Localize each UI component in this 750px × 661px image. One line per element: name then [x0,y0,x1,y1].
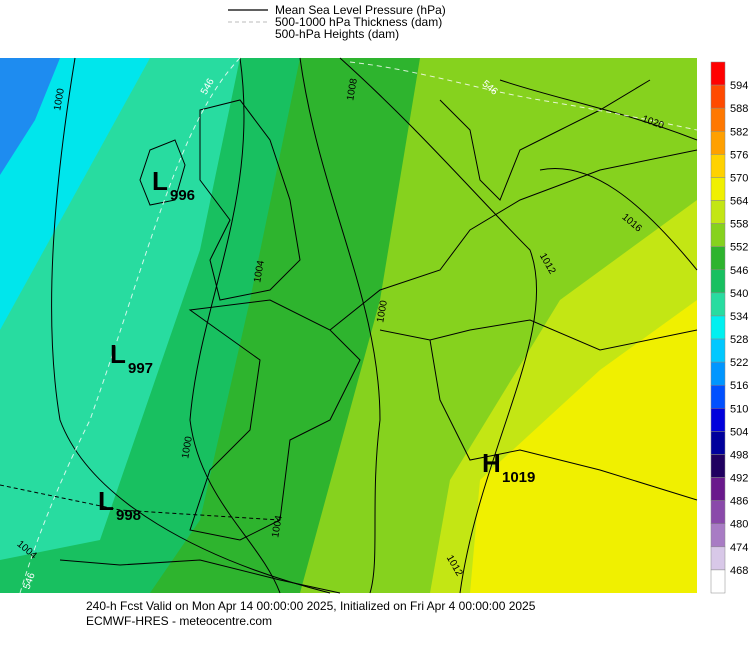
contour-label: 1004 [270,514,285,538]
colorbar-label: 564 [730,196,748,208]
isobar [339,57,538,594]
colorbar-label: 474 [730,542,748,554]
colorbar-label: 492 [730,473,748,485]
coastline [439,79,651,201]
contour-label: 1000 [180,435,195,459]
colorbar-cell [710,454,726,478]
coastline [329,149,698,331]
border [379,319,698,351]
colorbar-cell [710,223,726,247]
coastline [139,139,186,206]
colorbar-cell [710,131,726,155]
colorbar-label: 546 [730,265,748,277]
colorbar-label: 558 [730,219,748,231]
colorbar-label: 582 [730,126,748,138]
height-line [0,484,281,521]
colorbar-label: 540 [730,288,748,300]
pressure-center-value: 997 [128,360,153,377]
colorbar-label: 552 [730,242,748,254]
colorbar-cell [710,107,726,132]
colorbar-label: 522 [730,357,748,369]
footer-text: 240-h Fcst Valid on Mon Apr 14 00:00:00 … [86,599,536,613]
map [0,57,698,594]
isobar [539,168,698,271]
colorbar-cell [710,408,726,432]
thickness-lines [19,57,698,594]
contour-label: 1008 [345,77,360,101]
colorbar-label: 504 [730,426,748,438]
colorbar-label: 570 [730,172,748,184]
isobar [299,57,381,594]
isobar [189,57,281,594]
colorbar-cell [710,338,726,363]
colorbar-label: 480 [730,519,748,531]
pressure-center-type: L [98,486,114,516]
colorbar-label: 576 [730,149,748,161]
legend-text: 500-hPa Heights (dam) [275,27,399,41]
colorbar-cell [710,477,726,501]
colorbar-label: 588 [730,103,748,115]
map-band [0,58,60,175]
colorbar-label: 498 [730,449,748,461]
map-band [470,300,697,593]
pressure-center-value: 1019 [502,469,535,486]
pressure-center-value: 996 [170,187,195,204]
isobar [51,57,331,594]
legend-text: 500-1000 hPa Thickness (dam) [275,15,442,29]
colorbar-label: 468 [730,565,748,577]
pressure-center-type: L [110,339,126,369]
contour-label: 1000 [52,87,67,111]
footer-text: ECMWF-HRES - meteocentre.com [86,614,272,628]
coastline [199,99,301,301]
colorbar-cell [710,569,726,594]
colorbar-label: 594 [730,80,748,92]
pressure-center-type: L [152,166,168,196]
colorbar-label: 534 [730,311,748,323]
colorbar-cell [710,200,726,224]
contour-label: 1000 [375,299,390,323]
colorbar-cell [710,292,726,317]
colorbar-cell [710,154,726,178]
colorbar-cell [710,384,726,409]
thickness-line [349,61,698,131]
colorbar-cell [710,246,726,271]
colorbar-label: 528 [730,334,748,346]
isobar [499,79,698,141]
pressure-center-type: H [482,448,501,478]
colorbar-cell [710,431,726,455]
legend-text: Mean Sea Level Pressure (hPa) [275,3,446,17]
colorbar-cell [710,84,726,109]
colorbar-cell [710,523,726,548]
colorbar-label: 486 [730,496,748,508]
colorbar-cell [710,177,726,201]
colorbar-cell [710,500,726,524]
pressure-center-value: 998 [116,507,141,524]
legend: Mean Sea Level Pressure (hPa) 500-1000 h… [228,3,446,41]
colorbar-label: 510 [730,403,748,415]
colorbar-cell [710,269,726,294]
colorbar-cell [710,546,726,571]
isobars [51,57,698,594]
colorbar-cell [710,315,726,340]
contour-label: 1004 [252,259,267,283]
colorbar-cell [710,61,726,86]
colorbar-cell [710,361,726,386]
colorbar: 594 588 582 576 570 564 558 552 546 540 534 528 522 5… [710,61,748,594]
colorbar-label: 516 [730,380,748,392]
